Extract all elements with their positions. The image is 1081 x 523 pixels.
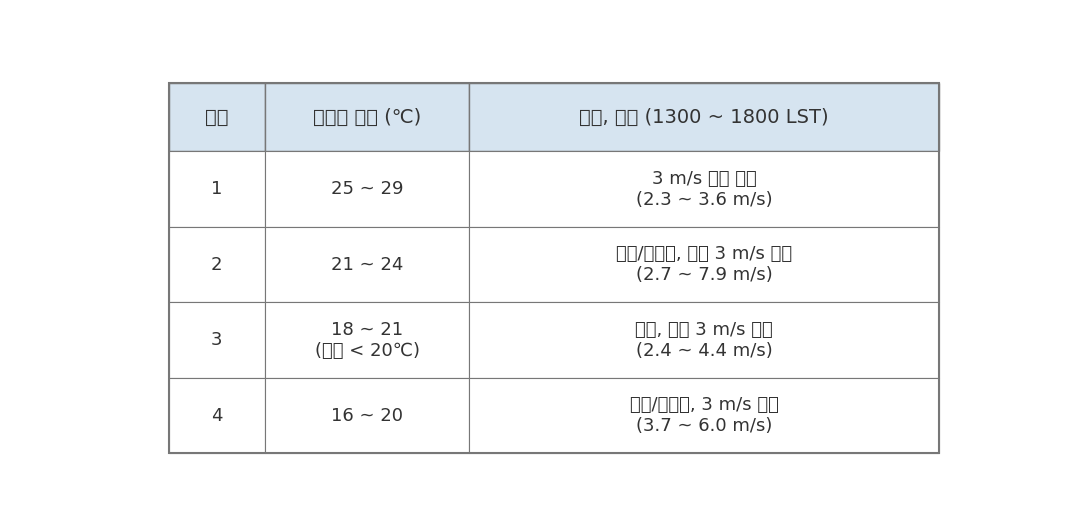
Text: 남풍/남서풍, 3 m/s 이상
(3.7 ~ 6.0 m/s): 남풍/남서풍, 3 m/s 이상 (3.7 ~ 6.0 m/s): [630, 396, 778, 435]
Bar: [169, 227, 265, 302]
Text: 2: 2: [211, 256, 223, 274]
Text: 일최고 기온 (℃): 일최고 기온 (℃): [313, 108, 422, 127]
Bar: [265, 152, 469, 227]
Text: 남풍, 내륙 3 m/s 이하
(2.4 ~ 4.4 m/s): 남풍, 내륙 3 m/s 이하 (2.4 ~ 4.4 m/s): [636, 321, 773, 359]
Bar: [169, 302, 265, 378]
Bar: [469, 152, 939, 227]
Bar: [469, 302, 939, 378]
Text: 25 ~ 29: 25 ~ 29: [331, 180, 403, 198]
Text: 4: 4: [211, 407, 223, 425]
Bar: [265, 302, 469, 378]
Text: 동풍/북동풍, 내륙 3 m/s 내외
(2.7 ~ 7.9 m/s): 동풍/북동풍, 내륙 3 m/s 내외 (2.7 ~ 7.9 m/s): [616, 245, 792, 284]
Text: 1: 1: [211, 180, 223, 198]
Bar: [265, 378, 469, 453]
Bar: [265, 227, 469, 302]
Bar: [265, 83, 469, 152]
Bar: [469, 378, 939, 453]
Text: 16 ~ 20: 16 ~ 20: [331, 407, 403, 425]
Text: 3 m/s 내외 약풍
(2.3 ~ 3.6 m/s): 3 m/s 내외 약풍 (2.3 ~ 3.6 m/s): [636, 170, 773, 209]
Bar: [169, 83, 265, 152]
Text: 18 ~ 21
(연안 < 20℃): 18 ~ 21 (연안 < 20℃): [315, 321, 419, 359]
Text: 3: 3: [211, 331, 223, 349]
Bar: [169, 152, 265, 227]
Bar: [469, 83, 939, 152]
Text: 군집: 군집: [205, 108, 228, 127]
Text: 풍향, 풍속 (1300 ~ 1800 LST): 풍향, 풍속 (1300 ~ 1800 LST): [579, 108, 829, 127]
Bar: [469, 227, 939, 302]
Bar: [169, 378, 265, 453]
Text: 21 ~ 24: 21 ~ 24: [331, 256, 403, 274]
